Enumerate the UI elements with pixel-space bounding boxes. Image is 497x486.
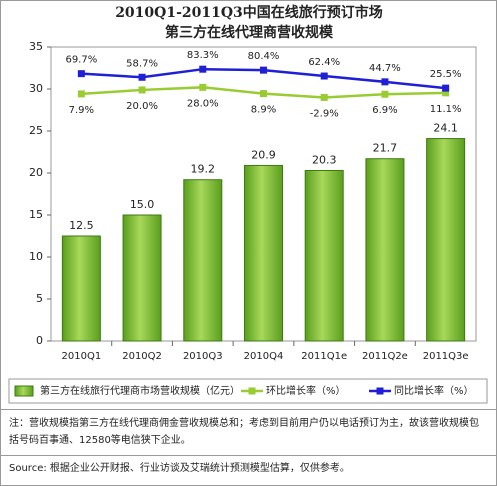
line-label: -2.9% xyxy=(310,108,339,119)
y-tick-label: 5 xyxy=(36,292,43,305)
line-label: 20.0% xyxy=(126,101,158,112)
bar xyxy=(183,179,223,342)
marker xyxy=(320,72,328,80)
bar-label: 24.1 xyxy=(433,122,458,135)
line-label: 83.3% xyxy=(187,50,219,61)
legend-swatch xyxy=(14,385,34,397)
note: 注：营收规模指第三方在线代理商佣金营收规模总和；考虑到目前用户仍以电话预订为主，… xyxy=(9,418,479,446)
bar-label: 12.5 xyxy=(69,219,94,232)
marker xyxy=(320,93,328,101)
bar xyxy=(61,235,101,342)
line-label: 69.7% xyxy=(65,55,97,66)
line-label: 11.1% xyxy=(430,104,462,115)
bar xyxy=(244,164,283,342)
marker xyxy=(138,73,146,81)
bar-label: 20.9 xyxy=(251,148,276,161)
bar xyxy=(304,169,344,342)
line-label: 62.4% xyxy=(308,57,340,68)
line-label: 80.4% xyxy=(248,51,280,62)
x-tick-label: 2011Q3e xyxy=(423,351,469,362)
chart-subtitle: 第三方在线代理商营收规模 xyxy=(165,24,334,41)
marker xyxy=(442,84,450,92)
legend-swatch xyxy=(376,387,384,395)
marker xyxy=(199,65,207,73)
line-label: 8.9% xyxy=(251,105,276,116)
separator xyxy=(1,409,496,410)
marker xyxy=(381,78,389,86)
marker xyxy=(77,70,85,78)
line-label: 7.9% xyxy=(69,105,94,116)
marker xyxy=(199,83,207,91)
source: Source: 根据企业公开财报、行业访谈及艾瑞统计预测模型估算，仅供参考。 xyxy=(9,463,350,474)
line-label: 58.7% xyxy=(126,58,158,69)
bar xyxy=(122,214,162,342)
bar-label: 20.3 xyxy=(312,153,337,166)
x-tick-label: 2010Q1 xyxy=(62,351,102,362)
line-label: 25.5% xyxy=(430,69,462,80)
y-tick-label: 25 xyxy=(29,124,43,137)
separator xyxy=(1,455,496,456)
legend-label: 第三方在线旅行代理商市场营收规模（亿元） xyxy=(40,384,240,397)
x-tick-label: 2010Q3 xyxy=(183,351,223,362)
bar-label: 19.2 xyxy=(191,163,216,176)
line-label: 6.9% xyxy=(372,105,397,116)
y-tick-label: 35 xyxy=(29,40,43,53)
marker xyxy=(381,90,389,98)
marker xyxy=(260,90,267,98)
y-tick-label: 10 xyxy=(29,250,43,263)
line-label: 44.7% xyxy=(369,63,401,74)
x-tick-label: 2010Q2 xyxy=(122,351,162,362)
y-tick-label: 20 xyxy=(29,166,43,179)
bar xyxy=(365,158,405,342)
bar xyxy=(426,138,466,342)
legend-swatch xyxy=(248,387,256,395)
marker xyxy=(77,90,85,98)
chart: 2010Q1-2011Q3中国在线旅行预订市场 第三方在线代理商营收规模 0 5 1… xyxy=(8,4,488,404)
x-tick-label: 2011Q2e xyxy=(362,351,408,362)
legend-frame xyxy=(8,378,488,404)
legend-label: 同比增长率（%） xyxy=(394,384,474,397)
x-tick-label: 2011Q1e xyxy=(301,351,347,362)
marker xyxy=(260,66,267,74)
legend-label: 环比增长率（%） xyxy=(266,384,346,397)
marker xyxy=(442,89,450,97)
chart-title: 2010Q1-2011Q3中国在线旅行预订市场 xyxy=(115,4,383,21)
x-tick-label: 2010Q4 xyxy=(244,351,284,362)
y-tick-label: 0 xyxy=(36,334,43,347)
y-tick-label: 15 xyxy=(29,208,43,221)
y-tick-label: 30 xyxy=(29,82,43,95)
marker xyxy=(138,86,146,94)
bar-label: 15.0 xyxy=(130,198,155,211)
bar-label: 21.7 xyxy=(373,142,398,155)
line-label: 28.0% xyxy=(187,98,219,109)
